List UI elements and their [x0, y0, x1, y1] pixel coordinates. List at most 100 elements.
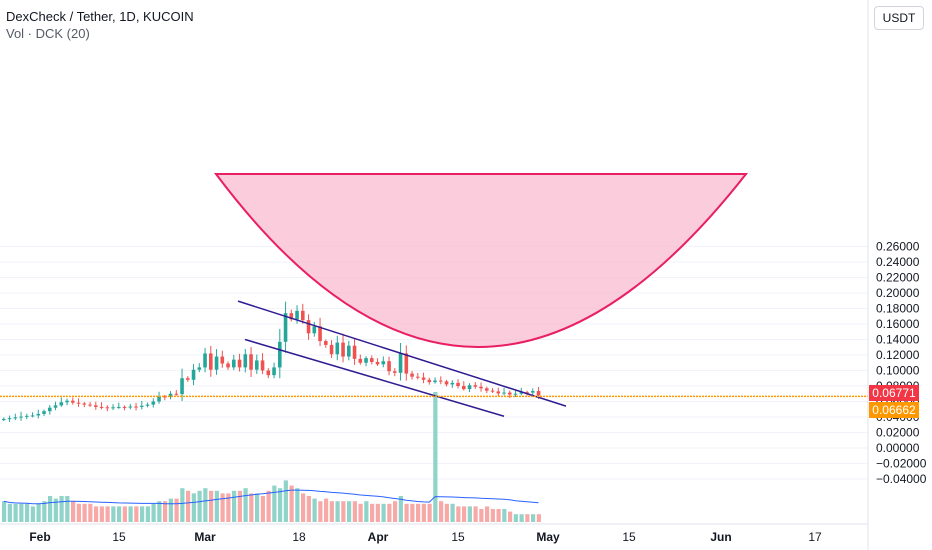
volume-bar: [278, 488, 283, 522]
candle: [42, 409, 46, 416]
time-axis[interactable]: Feb 15 Mar 18 Apr 15 May 15 Jun 17: [29, 530, 822, 544]
volume-bar: [140, 506, 145, 522]
candle: [404, 345, 409, 381]
candle: [462, 381, 466, 391]
candle: [157, 391, 161, 404]
candle: [485, 386, 489, 394]
volume-bar: [220, 493, 225, 522]
volume-bar: [191, 493, 196, 522]
candle: [335, 335, 340, 361]
candle: [140, 400, 144, 410]
volume-bars: [2, 392, 541, 522]
volume-bar: [421, 503, 426, 522]
cup-pattern[interactable]: [214, 173, 749, 348]
volume-bar: [111, 506, 116, 522]
candle: [243, 348, 248, 373]
candle: [36, 409, 41, 419]
channel-upper-line[interactable]: [237, 300, 567, 407]
volume-bar: [479, 509, 484, 522]
volume-bar: [232, 490, 237, 522]
volume-bar: [134, 506, 139, 522]
volume-bar: [306, 496, 311, 522]
candle: [168, 391, 173, 400]
candle: [94, 401, 98, 410]
candle: [341, 333, 345, 363]
volume-bar: [180, 488, 185, 522]
x-tick-label: 15: [451, 530, 465, 544]
candle: [163, 394, 167, 401]
volume-bar: [226, 493, 231, 522]
volume-bar: [444, 503, 449, 522]
volume-ma-line: [3, 489, 539, 505]
volume-bar: [13, 503, 18, 522]
volume-bar: [7, 503, 12, 522]
candle: [375, 358, 380, 366]
candle: [186, 376, 190, 382]
y-tick-label: 0.12000: [876, 348, 920, 362]
x-tick-label: 17: [808, 530, 822, 544]
y-tick-label: −0.02000: [876, 457, 927, 471]
volume-bar: [53, 498, 58, 522]
volume-bar: [71, 501, 76, 522]
currency-selector[interactable]: USDT: [874, 6, 924, 30]
candle: [444, 379, 449, 387]
candle: [122, 405, 127, 411]
candle: [283, 301, 288, 353]
symbol-title: DexCheck / Tether, 1D, KUCOIN: [6, 9, 194, 24]
candle: [48, 405, 52, 415]
volume-bar: [301, 493, 306, 522]
candle: [272, 362, 276, 379]
volume-bar: [295, 488, 300, 522]
channel-lower-line[interactable]: [244, 338, 505, 417]
y-tick-label: −0.04000: [876, 472, 927, 486]
candle: [347, 340, 351, 361]
volume-bar: [381, 503, 386, 522]
volume-bar: [151, 503, 156, 522]
volume-bar: [398, 496, 403, 522]
volume-bar: [387, 503, 392, 522]
volume-bar: [312, 498, 317, 522]
candle: [209, 345, 213, 377]
y-tick-label: 0.10000: [876, 364, 920, 378]
x-tick-label: 15: [622, 530, 636, 544]
candle: [134, 402, 138, 411]
volume-bar: [536, 514, 541, 522]
candle: [278, 328, 282, 379]
volume-bar: [347, 501, 352, 522]
candle: [531, 388, 535, 395]
candle: [197, 363, 202, 373]
volume-bar: [163, 501, 168, 522]
candle: [266, 368, 271, 379]
volume-bar: [249, 493, 254, 522]
candle: [180, 368, 184, 402]
candle: [13, 413, 18, 421]
candle: [473, 382, 478, 389]
volume-bar: [519, 514, 524, 522]
chart-legend: DexCheck / Tether, 1D, KUCOIN Vol · DCK …: [6, 8, 194, 42]
candle: [105, 405, 110, 412]
candle: [502, 387, 506, 396]
volume-bar: [490, 509, 495, 522]
volume-bar: [117, 506, 122, 522]
volume-bar: [473, 506, 478, 522]
volume-bar: [456, 506, 461, 522]
candle: [99, 402, 104, 410]
volume-bar: [375, 503, 380, 522]
candle: [352, 338, 357, 365]
candle: [508, 390, 512, 398]
candle: [76, 398, 81, 407]
volume-bar: [237, 490, 242, 522]
candle: [324, 339, 328, 348]
candle: [226, 361, 230, 370]
volume-bar: [197, 490, 202, 522]
volume-bar: [439, 501, 444, 522]
volume-bar: [19, 503, 24, 522]
candle: [398, 342, 403, 381]
volume-bar: [203, 488, 208, 522]
volume-bar: [255, 493, 260, 522]
candle: [421, 372, 426, 384]
candle: [381, 356, 386, 368]
volume-bar: [513, 514, 518, 522]
